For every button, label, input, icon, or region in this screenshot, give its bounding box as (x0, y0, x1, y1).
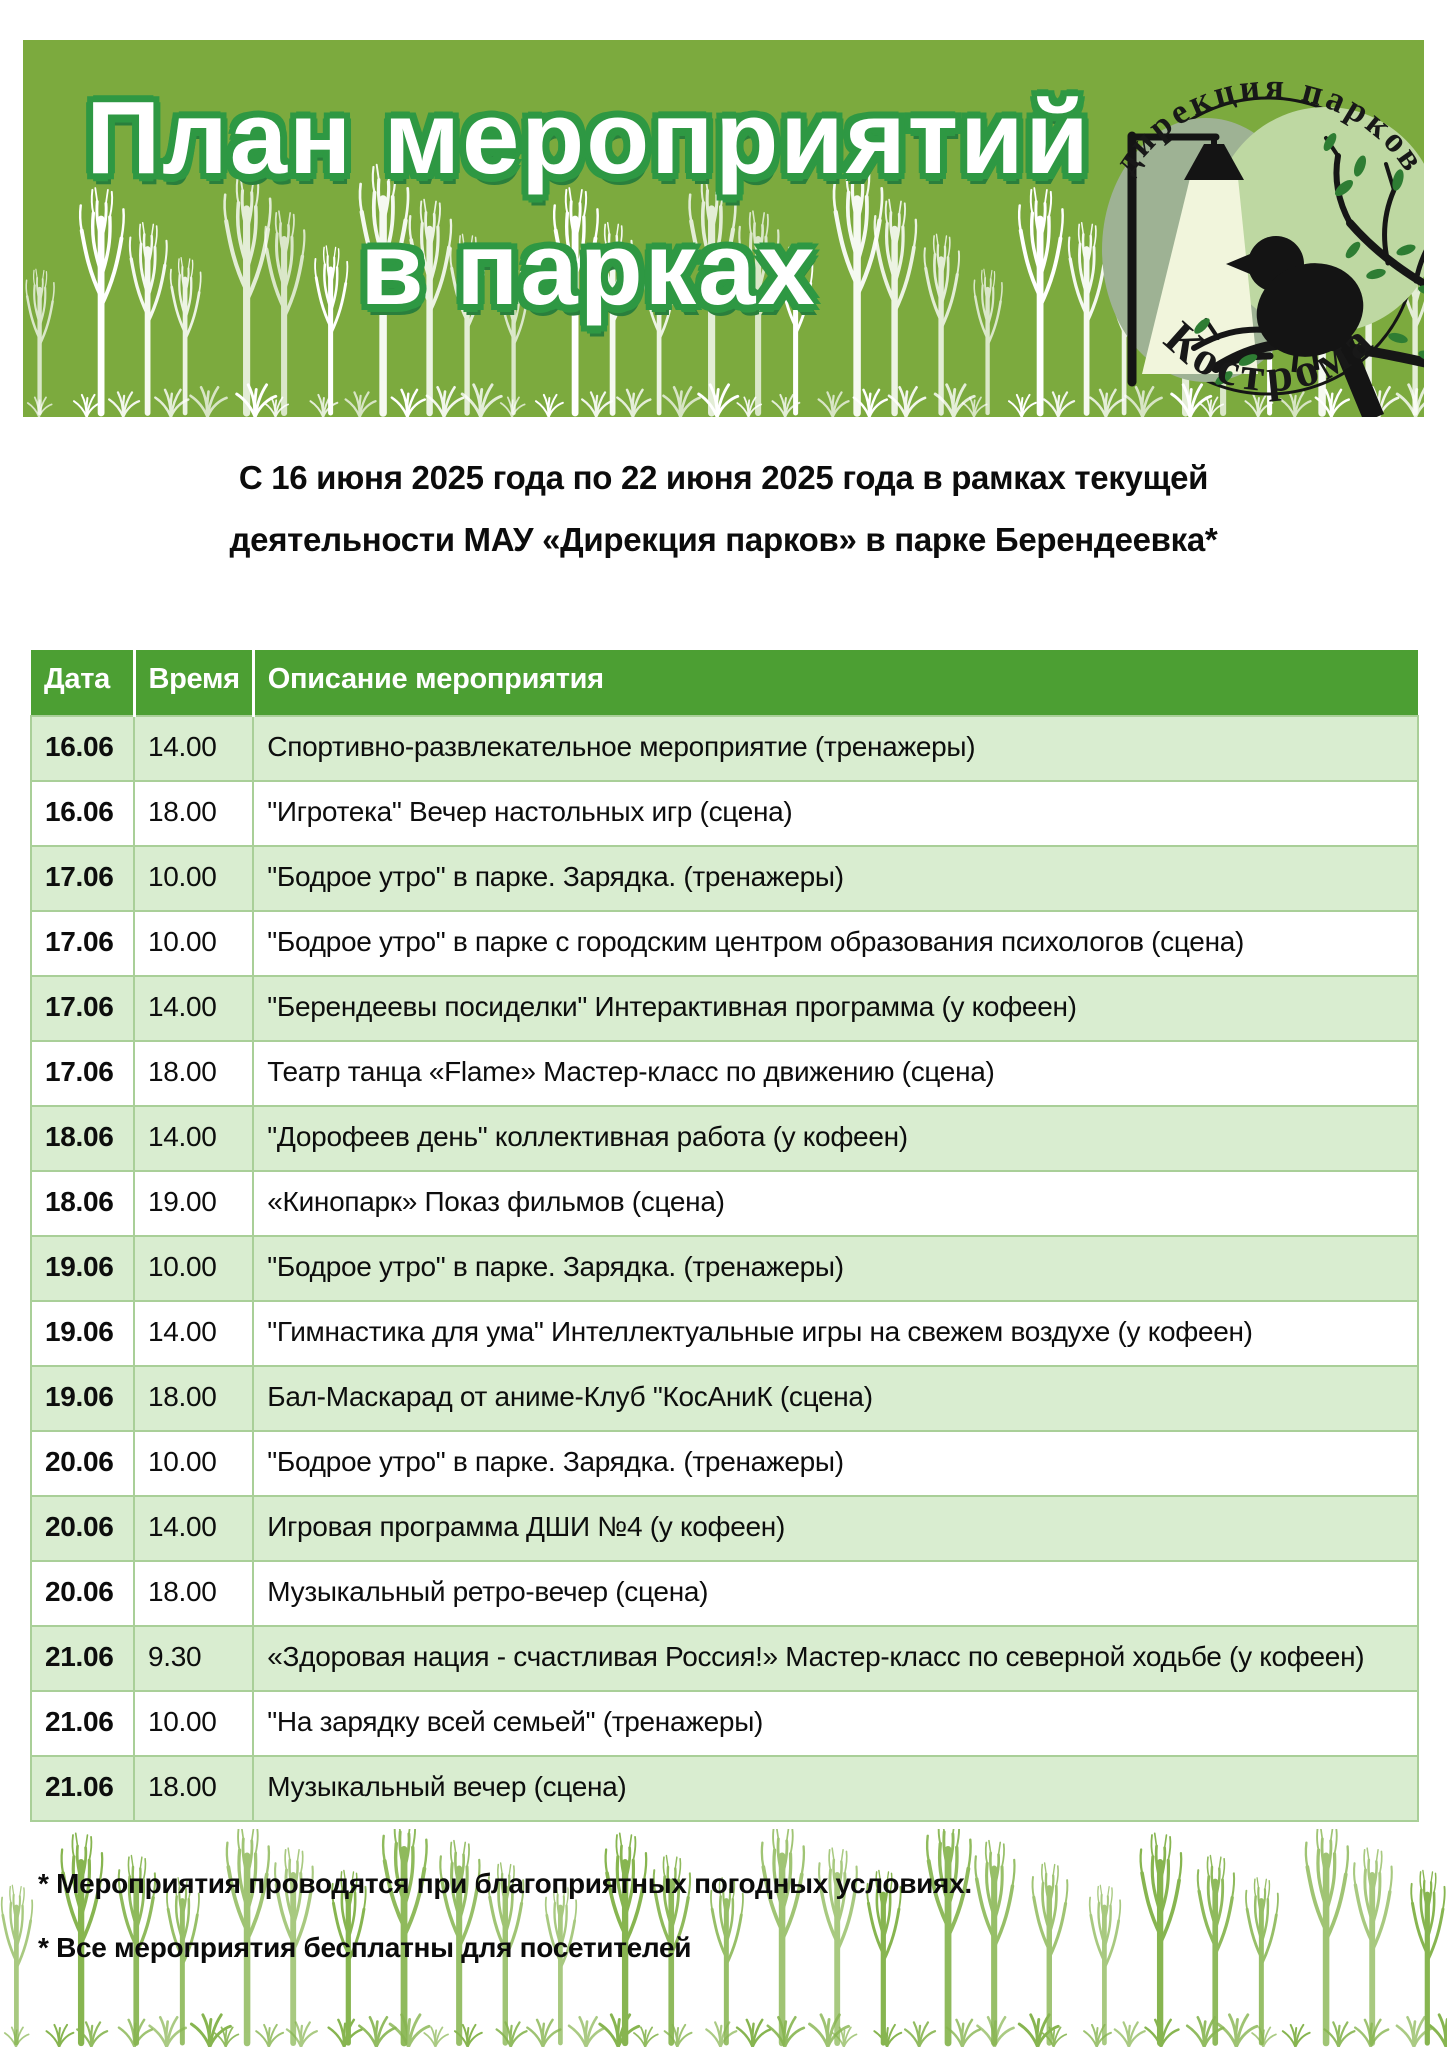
event-date: 21.06 (30, 1690, 135, 1757)
banner: План мероприятий в парках (23, 40, 1424, 417)
event-description: "Берендеевы посиделки" Интерактивная про… (252, 975, 1419, 1042)
event-description: Театр танца «Flame» Мастер-класс по движ… (252, 1040, 1419, 1107)
table-row: 20.06 18.00 Музыкальный ретро-вечер (сце… (30, 1560, 1419, 1627)
event-date: 17.06 (30, 975, 135, 1042)
event-time: 10.00 (132, 1690, 255, 1757)
footnote-free: * Все мероприятия бесплатны для посетите… (38, 1932, 692, 1963)
event-date: 17.06 (30, 845, 135, 912)
event-date: 18.06 (30, 1170, 135, 1237)
table-row: 17.06 10.00 "Бодрое утро" в парке. Заряд… (30, 845, 1419, 912)
table-header-row: Дата Время Описание мероприятия (31, 650, 1418, 716)
event-time: 18.00 (132, 1560, 255, 1627)
street-lamp-icon (1127, 131, 1244, 387)
footnote-weather: * Мероприятия проводятся при благоприятн… (38, 1868, 972, 1899)
schedule-body: 16.06 14.00 Спортивно-развлекательное ме… (30, 715, 1419, 1822)
table-row: 17.06 10.00 "Бодрое утро" в парке с горо… (30, 910, 1419, 977)
column-header-date: Дата (31, 650, 136, 716)
event-date: 20.06 (30, 1560, 135, 1627)
event-description: "Игротека" Вечер настольных игр (сцена) (252, 780, 1419, 847)
event-date: 21.06 (30, 1755, 135, 1822)
event-time: 14.00 (132, 1105, 255, 1172)
event-date: 16.06 (30, 780, 135, 847)
table-row: 19.06 18.00 Бал-Маскарад от аниме-Клуб "… (30, 1365, 1419, 1432)
event-date: 19.06 (30, 1300, 135, 1367)
event-description: Бал-Маскарад от аниме-Клуб "КосАниК (сце… (252, 1365, 1419, 1432)
table-row: 16.06 18.00 "Игротека" Вечер настольных … (30, 780, 1419, 847)
event-date: 17.06 (30, 1040, 135, 1107)
event-description: Музыкальный ретро-вечер (сцена) (252, 1560, 1419, 1627)
event-time: 14.00 (132, 1300, 255, 1367)
page-title-line2: в парках (360, 211, 817, 326)
event-date: 17.06 (30, 910, 135, 977)
table-row: 16.06 14.00 Спортивно-развлекательное ме… (30, 715, 1419, 782)
event-description: "Бодрое утро" в парке. Зарядка. (тренаже… (252, 1430, 1419, 1497)
table-row: 19.06 14.00 "Гимнастика для ума" Интелле… (30, 1300, 1419, 1367)
event-description: "Бодрое утро" в парке. Зарядка. (тренаже… (252, 1235, 1419, 1302)
table-row: 21.06 10.00 "На зарядку всей семьей" (тр… (30, 1690, 1419, 1757)
event-time: 18.00 (132, 1755, 255, 1822)
event-description: Спортивно-развлекательное мероприятие (т… (252, 715, 1419, 782)
events-table: Дата Время Описание мероприятия 16.06 14… (30, 650, 1419, 1822)
table-row: 21.06 18.00 Музыкальный вечер (сцена) (30, 1755, 1419, 1822)
table-row: 18.06 14.00 "Дорофеев день" коллективная… (30, 1105, 1419, 1172)
leaves-decoration (1194, 133, 1424, 385)
event-time: 10.00 (132, 910, 255, 977)
event-description: "Гимнастика для ума" Интеллектуальные иг… (252, 1300, 1419, 1367)
event-time: 10.00 (132, 845, 255, 912)
table-row: 20.06 14.00 Игровая программа ДШИ №4 (у … (30, 1495, 1419, 1562)
event-date: 21.06 (30, 1625, 135, 1692)
lamp-light-beam (1142, 178, 1258, 374)
event-date: 16.06 (30, 715, 135, 782)
event-description: "Дорофеев день" коллективная работа (у к… (252, 1105, 1419, 1172)
event-time: 14.00 (132, 975, 255, 1042)
intro-line2: деятельности МАУ «Дирекция парков» в пар… (229, 521, 1218, 558)
parks-directorate-logo: дирекция парков Кострома (1102, 66, 1424, 417)
event-description: «Здоровая нация - счастливая Россия!» Ма… (252, 1625, 1419, 1692)
intro-text: С 16 июня 2025 года по 22 июня 2025 года… (0, 447, 1447, 571)
event-time: 18.00 (132, 1040, 255, 1107)
event-date: 20.06 (30, 1430, 135, 1497)
page-title: План мероприятий в парках (51, 86, 1126, 320)
page-title-line1: План мероприятий (86, 80, 1091, 195)
event-time: 14.00 (132, 1495, 255, 1562)
event-time: 19.00 (132, 1170, 255, 1237)
event-description: "Бодрое утро" в парке. Зарядка. (тренаже… (252, 845, 1419, 912)
event-description: "Бодрое утро" в парке с городским центро… (252, 910, 1419, 977)
column-header-time: Время (132, 650, 255, 716)
event-date: 20.06 (30, 1495, 135, 1562)
event-date: 19.06 (30, 1235, 135, 1302)
event-time: 10.00 (132, 1430, 255, 1497)
event-description: «Кинопарк» Показ фильмов (сцена) (252, 1170, 1419, 1237)
table-row: 17.06 18.00 Театр танца «Flame» Мастер-к… (30, 1040, 1419, 1107)
event-description: Игровая программа ДШИ №4 (у кофеен) (252, 1495, 1419, 1562)
table-row: 20.06 10.00 "Бодрое утро" в парке. Заряд… (30, 1430, 1419, 1497)
event-time: 18.00 (132, 780, 255, 847)
event-time: 9.30 (132, 1625, 255, 1692)
table-row: 21.06 9.30 «Здоровая нация - счастливая … (30, 1625, 1419, 1692)
table-row: 17.06 14.00 "Берендеевы посиделки" Интер… (30, 975, 1419, 1042)
event-description: Музыкальный вечер (сцена) (252, 1755, 1419, 1822)
bird-icon (1226, 236, 1384, 417)
event-description: "На зарядку всей семьей" (тренажеры) (252, 1690, 1419, 1757)
event-time: 10.00 (132, 1235, 255, 1302)
table-row: 19.06 10.00 "Бодрое утро" в парке. Заряд… (30, 1235, 1419, 1302)
table-row: 18.06 19.00 «Кинопарк» Показ фильмов (сц… (30, 1170, 1419, 1237)
event-time: 18.00 (132, 1365, 255, 1432)
column-header-description: Описание мероприятия (251, 650, 1418, 716)
event-date: 19.06 (30, 1365, 135, 1432)
event-date: 18.06 (30, 1105, 135, 1172)
event-time: 14.00 (132, 715, 255, 782)
intro-line1: С 16 июня 2025 года по 22 июня 2025 года… (238, 459, 1209, 496)
